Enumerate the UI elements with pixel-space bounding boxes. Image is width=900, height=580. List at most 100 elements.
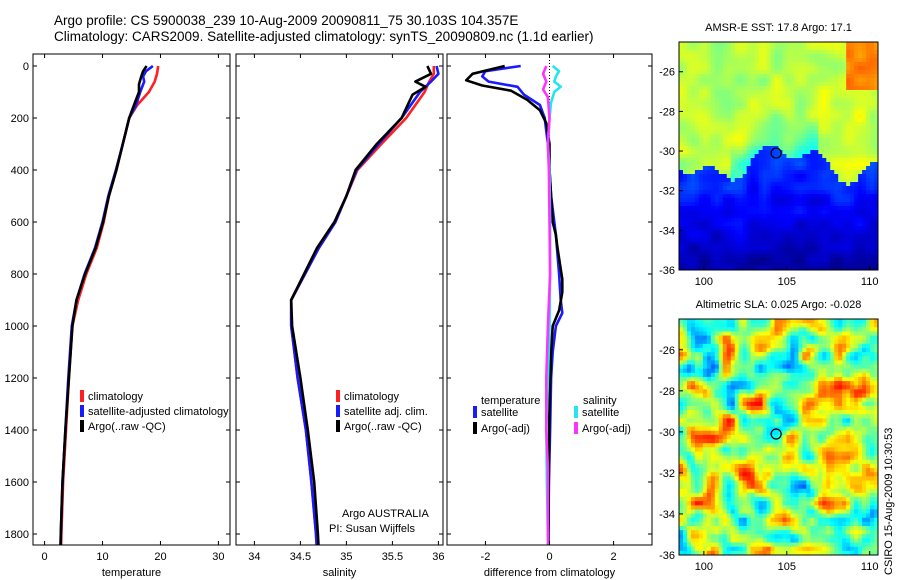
map-cell — [838, 319, 843, 324]
map-cell — [682, 230, 688, 235]
map-cell — [814, 266, 819, 271]
map-cell — [794, 50, 799, 55]
map-cell — [782, 335, 787, 341]
map-cell — [738, 110, 744, 115]
map-cell — [730, 234, 736, 239]
map-cell — [758, 262, 763, 267]
map-cell — [854, 468, 859, 473]
map-cell — [774, 162, 779, 167]
map-cell — [750, 356, 756, 361]
map-cell — [722, 158, 728, 163]
map-cell — [838, 262, 843, 267]
map-cell — [810, 218, 815, 223]
map-cell — [850, 70, 855, 75]
map-cell — [854, 331, 859, 336]
x-tick-label: 20 — [154, 551, 166, 563]
map-cell — [874, 360, 879, 365]
map-cell — [802, 254, 807, 259]
map-cell — [726, 430, 732, 436]
map-cell — [874, 118, 879, 123]
map-cell — [818, 142, 823, 147]
map-cell — [754, 114, 759, 119]
map-cell — [694, 242, 700, 247]
map-cell — [754, 463, 759, 469]
map-cell — [698, 202, 704, 207]
map-cell — [706, 455, 712, 461]
map-cell — [830, 451, 835, 457]
map-cell — [730, 266, 736, 271]
map-cell — [762, 459, 767, 465]
map-cell — [822, 166, 827, 171]
map-cell — [798, 476, 803, 481]
map-cell — [686, 190, 692, 195]
map-cell — [794, 401, 799, 407]
map-cell — [782, 439, 787, 444]
map-cell — [679, 238, 684, 243]
map-cell — [802, 86, 807, 91]
map-cell — [758, 234, 763, 239]
map-cell — [710, 218, 716, 223]
map-cell — [810, 381, 815, 386]
map-cell — [806, 222, 811, 227]
map-cell — [782, 58, 787, 63]
map-cell — [790, 246, 795, 251]
map-cell — [810, 476, 815, 481]
map-cell — [758, 118, 763, 123]
map-cell — [706, 459, 712, 465]
map-cell — [874, 46, 879, 51]
map-cell — [822, 134, 827, 139]
map-cell — [870, 401, 875, 407]
map-cell — [710, 401, 716, 407]
map-cell — [870, 106, 875, 111]
map-cell — [814, 122, 819, 127]
map-cell — [714, 206, 720, 211]
map-cell — [694, 166, 700, 171]
map-cell — [790, 114, 795, 119]
map-cell — [838, 222, 843, 227]
map-cell — [682, 62, 688, 67]
map-cell — [854, 266, 859, 271]
map-cell — [810, 190, 815, 195]
map-cell — [766, 364, 771, 370]
map-cell — [866, 190, 871, 195]
map-cell — [814, 154, 819, 159]
map-cell — [846, 360, 851, 365]
map-cell — [710, 166, 716, 171]
map-cell — [866, 356, 871, 361]
map-cell — [706, 385, 712, 390]
map-cell — [750, 443, 756, 448]
map-cell — [686, 198, 692, 203]
map-cell — [686, 114, 692, 119]
map-cell — [822, 70, 827, 75]
map-cell — [830, 90, 835, 95]
map-cell — [770, 78, 775, 83]
map-cell — [694, 218, 700, 223]
map-cell — [778, 397, 783, 403]
map-cell — [679, 451, 684, 457]
map-cell — [810, 451, 815, 457]
map-cell — [874, 372, 879, 378]
map-cell — [794, 178, 799, 183]
map-cell — [790, 142, 795, 147]
map-cell — [698, 186, 704, 191]
map-cell — [838, 158, 843, 163]
map-cell — [698, 158, 704, 163]
map-cell — [850, 214, 855, 219]
map-cell — [754, 266, 759, 271]
map-cell — [798, 254, 803, 259]
map-cell — [726, 319, 732, 324]
map-cell — [726, 138, 732, 143]
map-cell — [698, 110, 704, 115]
map-cell — [806, 166, 811, 171]
map-cell — [742, 162, 748, 167]
map-cell — [754, 58, 759, 63]
map-cell — [734, 190, 740, 195]
map-cell — [690, 372, 696, 378]
map-cell — [734, 142, 740, 147]
y-tick-label: 0 — [23, 61, 29, 73]
map-cell — [846, 62, 851, 67]
map-cell — [786, 364, 791, 370]
map-cell — [750, 114, 756, 119]
map-cell — [682, 146, 688, 151]
map-cell — [830, 262, 835, 267]
